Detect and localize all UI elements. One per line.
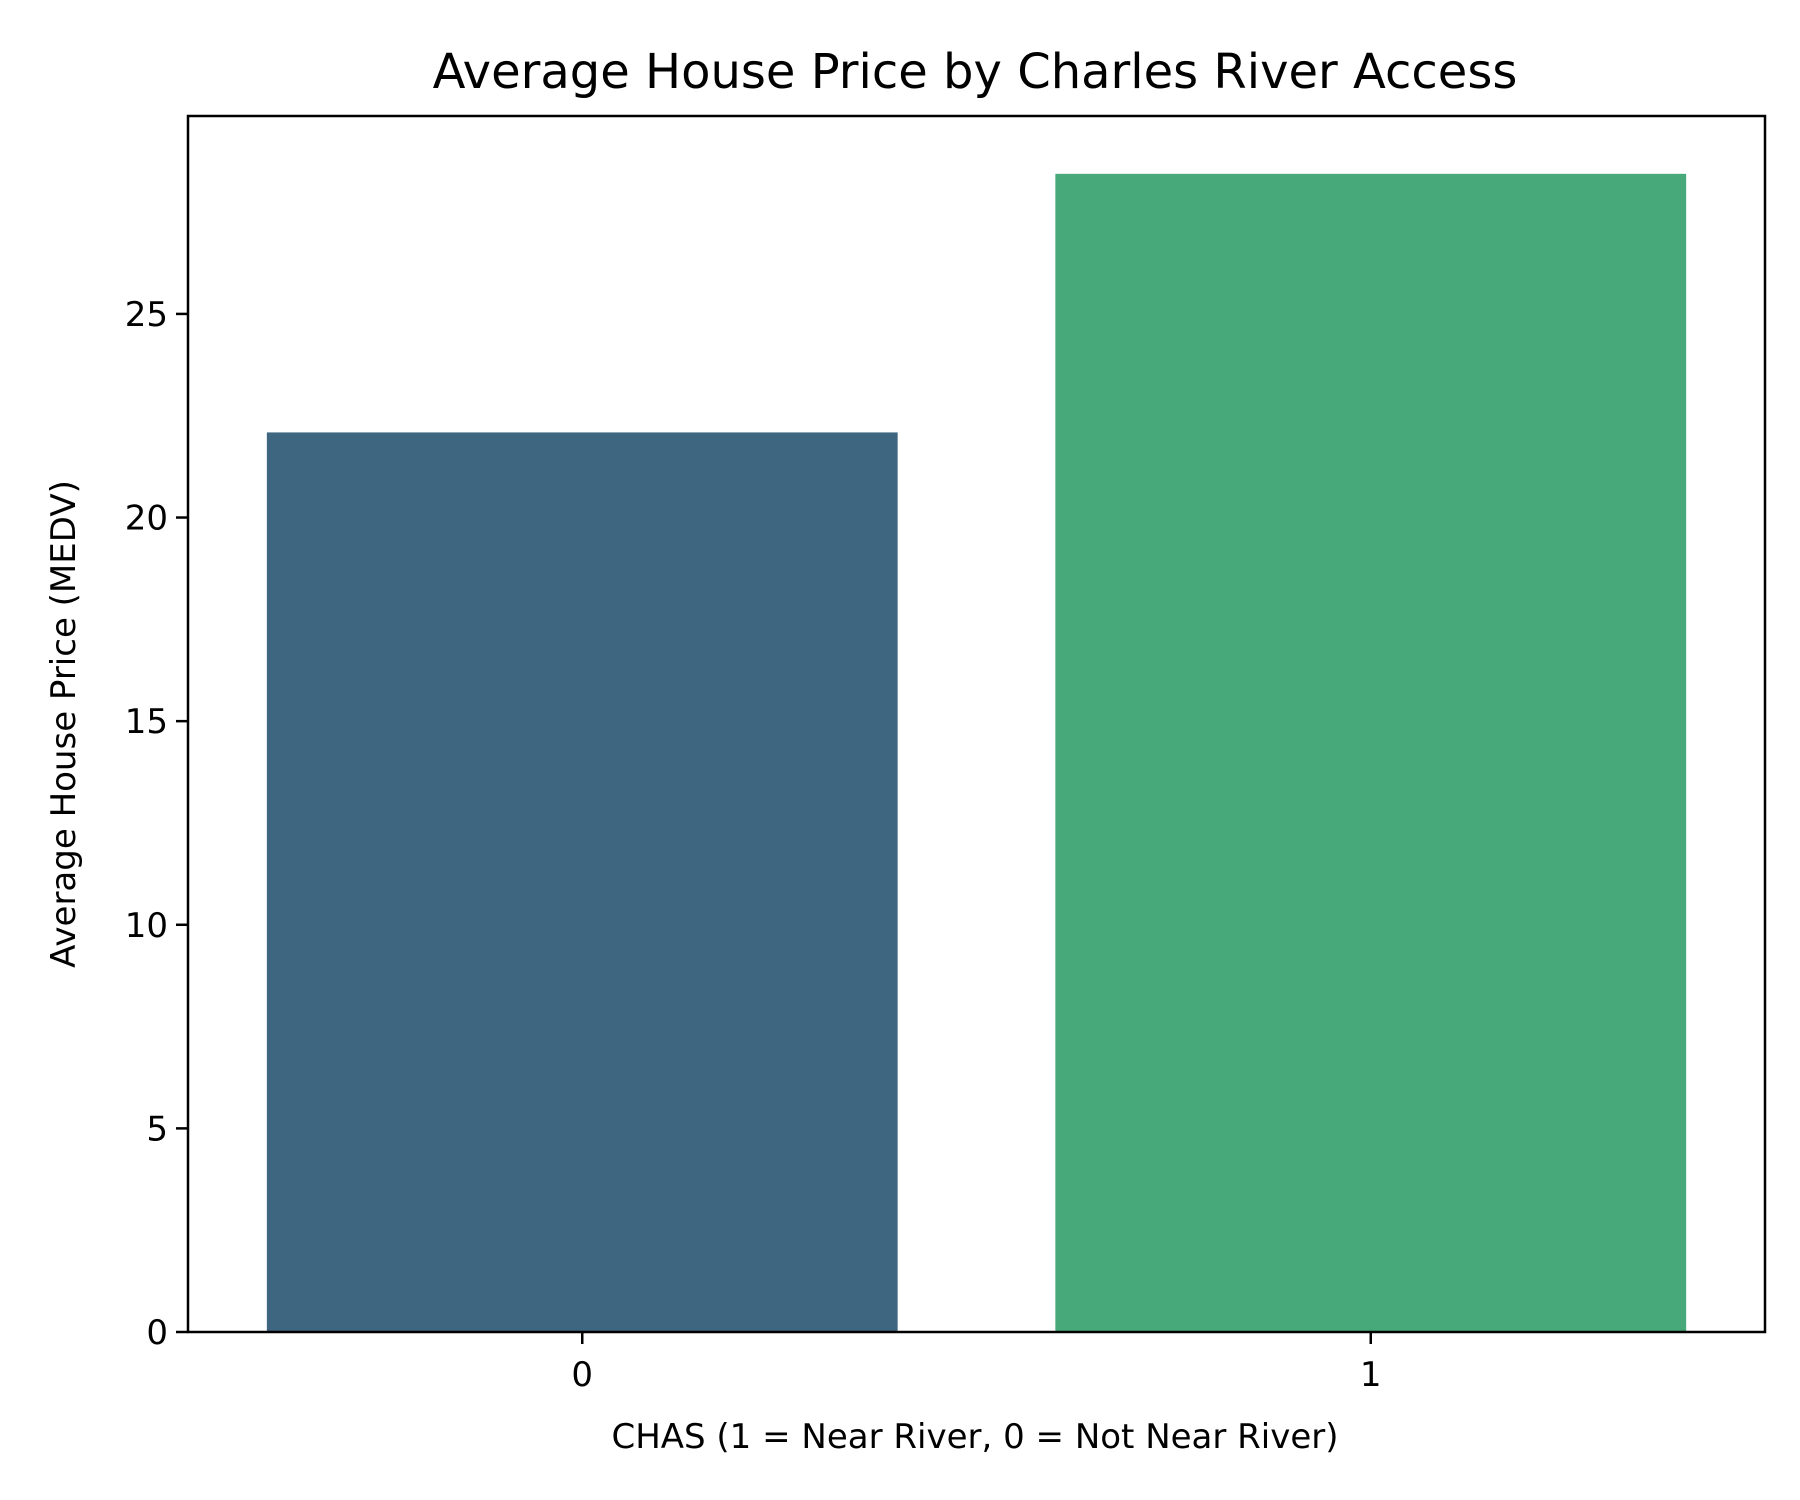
y-tick-label: 10 [125,906,168,946]
y-axis-label: Average House Price (MEDV) [44,480,84,968]
y-axis: 0 5 10 15 20 25 [125,295,188,1353]
y-tick-label: 5 [146,1109,168,1149]
x-axis-label: CHAS (1 = Near River, 0 = Not Near River… [611,1417,1338,1457]
x-tick-label: 0 [571,1355,593,1395]
bars-layer [266,173,1687,1333]
plot-frame [186,114,1767,1334]
y-tick-label: 0 [146,1313,168,1353]
bar-0 [266,432,898,1332]
bar-1 [1055,173,1687,1333]
chart-title: Average House Price by Charles River Acc… [433,44,1518,100]
x-tick-label: 1 [1360,1355,1382,1395]
y-tick-label: 15 [125,702,168,742]
y-tick-label: 25 [125,295,168,335]
y-tick-label: 20 [125,499,168,539]
